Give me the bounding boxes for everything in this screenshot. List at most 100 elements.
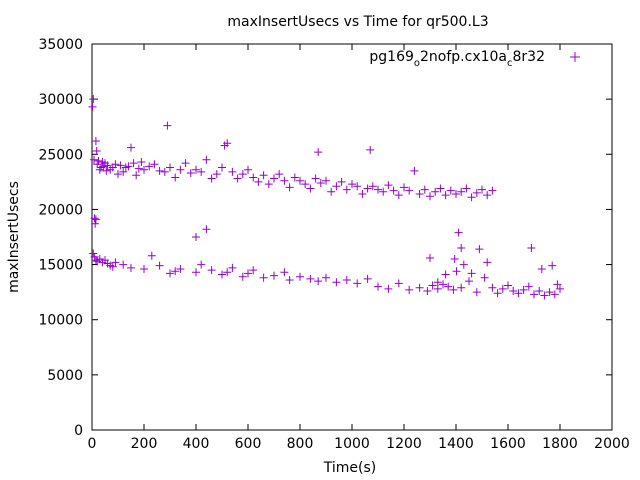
- data-point: [426, 192, 434, 201]
- x-tick-label: 800: [287, 436, 314, 452]
- data-point: [116, 161, 125, 170]
- legend-label: pg169o2nofp.cx10ac8r32: [369, 49, 545, 69]
- data-point: [353, 182, 362, 191]
- data-point: [132, 171, 141, 180]
- data-point: [296, 176, 304, 185]
- data-point: [431, 187, 440, 196]
- y-tick-label: 20000: [38, 202, 83, 218]
- data-point: [89, 95, 98, 104]
- data-point: [140, 264, 148, 273]
- data-point: [353, 279, 362, 288]
- data-point: [233, 174, 242, 183]
- data-point: [90, 214, 99, 223]
- plot-frame: [91, 43, 613, 431]
- data-point: [314, 277, 323, 286]
- data-point: [363, 184, 372, 193]
- data-point: [498, 284, 507, 293]
- data-point: [436, 184, 445, 193]
- data-point: [119, 167, 128, 176]
- data-point: [374, 282, 382, 291]
- y-tick-label: 15000: [38, 258, 83, 274]
- data-point: [155, 261, 164, 270]
- x-tick-label: 1600: [490, 436, 526, 452]
- data-point: [218, 270, 226, 279]
- data-point: [186, 169, 195, 178]
- data-point: [264, 180, 273, 189]
- y-tick-label: 30000: [38, 92, 83, 108]
- data-point: [166, 163, 174, 172]
- data-point: [452, 267, 461, 276]
- data-point: [441, 191, 450, 200]
- data-point: [537, 264, 546, 273]
- data-point: [556, 284, 564, 293]
- data-point: [545, 288, 554, 297]
- data-point: [446, 186, 455, 195]
- x-tick-label: 1400: [438, 436, 474, 452]
- data-point: [384, 284, 393, 293]
- data-point: [384, 181, 393, 190]
- data-point: [166, 269, 174, 278]
- data-point: [348, 180, 356, 189]
- data-point: [454, 228, 463, 237]
- data-point: [327, 187, 336, 196]
- data-point: [428, 281, 437, 290]
- data-point: [314, 148, 323, 157]
- data-point: [202, 225, 211, 234]
- data-point: [296, 272, 304, 281]
- data-point: [223, 268, 232, 277]
- y-axis-label: maxInsertUsecs: [6, 181, 22, 293]
- data-point: [524, 282, 533, 291]
- data-point: [91, 215, 100, 224]
- data-point: [342, 276, 351, 285]
- data-point: [467, 193, 476, 202]
- chart-title: maxInsertUsecs vs Time for qr500.L3: [227, 14, 488, 30]
- data-point: [457, 187, 466, 196]
- data-point: [465, 277, 473, 286]
- data-point: [306, 184, 315, 193]
- data-point: [223, 139, 232, 148]
- data-point: [127, 263, 135, 272]
- data-point: [259, 273, 268, 282]
- data-point: [249, 173, 258, 182]
- data-point: [389, 186, 398, 195]
- y-tick-label: 0: [74, 423, 83, 439]
- data-point: [270, 271, 278, 280]
- data-point: [134, 164, 143, 173]
- data-point: [553, 280, 562, 289]
- data-points: [88, 95, 564, 300]
- data-point: [119, 260, 128, 269]
- data-point: [426, 253, 434, 262]
- data-point: [368, 182, 377, 191]
- data-point: [400, 183, 408, 192]
- data-point: [89, 249, 98, 258]
- data-point: [176, 165, 185, 174]
- data-point: [530, 290, 538, 299]
- data-point: [275, 170, 284, 179]
- x-axis-ticks: 0 200 400 600 800 1000 1200 1400 1600 1800 2000: [88, 44, 630, 452]
- data-point: [280, 268, 289, 277]
- data-point: [410, 166, 419, 175]
- data-point: [207, 174, 216, 183]
- data-point: [192, 165, 200, 174]
- data-point: [244, 165, 252, 174]
- data-point: [218, 163, 226, 172]
- data-point: [228, 167, 237, 176]
- data-point: [480, 273, 489, 282]
- data-point: [145, 162, 154, 171]
- data-point: [493, 289, 502, 298]
- data-point: [394, 191, 403, 200]
- data-point: [322, 273, 330, 282]
- data-point: [108, 262, 117, 271]
- data-point: [415, 283, 424, 292]
- data-point: [405, 186, 414, 195]
- y-axis-ticks: 0 5000 10000 15000 20000 25000 30000 35000: [38, 37, 612, 439]
- data-point: [90, 155, 99, 164]
- data-point: [452, 189, 460, 198]
- data-point: [94, 156, 103, 165]
- data-point: [254, 177, 263, 186]
- data-point: [514, 289, 523, 298]
- data-point: [140, 165, 148, 174]
- data-point: [129, 159, 138, 168]
- data-point: [322, 176, 330, 185]
